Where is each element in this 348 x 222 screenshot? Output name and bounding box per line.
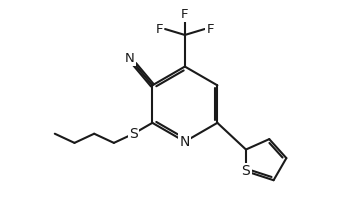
Text: N: N <box>125 52 134 65</box>
Text: F: F <box>207 23 214 36</box>
Text: F: F <box>181 8 189 21</box>
Text: F: F <box>156 23 163 36</box>
Text: N: N <box>180 135 190 149</box>
Text: S: S <box>129 127 138 141</box>
Text: S: S <box>242 164 250 178</box>
